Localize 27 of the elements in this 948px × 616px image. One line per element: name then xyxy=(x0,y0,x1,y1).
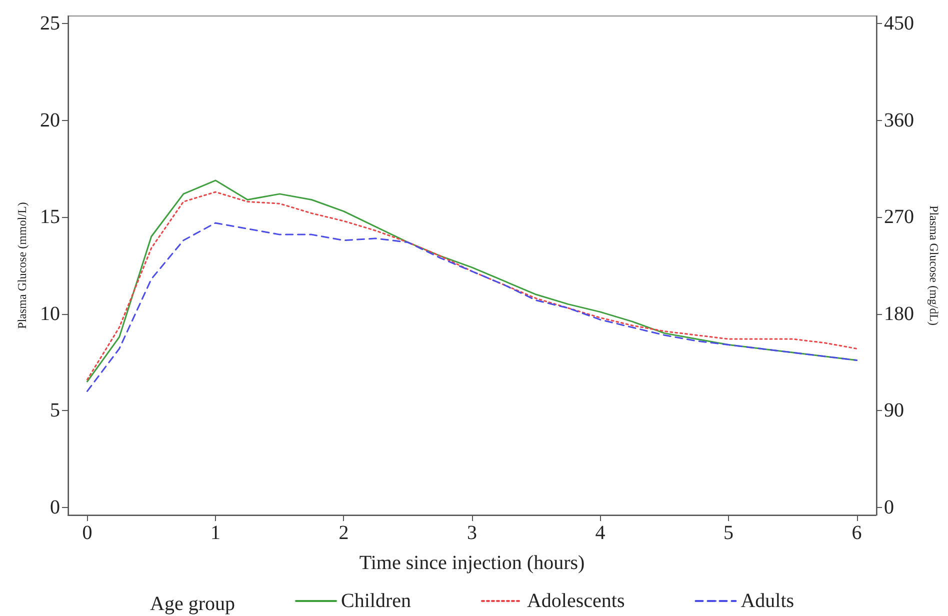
y-tick-label: 15 xyxy=(40,206,60,228)
y2-axis-title: Plasma Glucose (mg/dL) xyxy=(927,206,941,326)
y-axis-title: Plasma Glucose (mmol/L) xyxy=(15,202,29,329)
x-tick-label: 2 xyxy=(338,522,349,544)
y-tick-label: 20 xyxy=(40,109,60,132)
y2-tick-label: 450 xyxy=(884,12,914,35)
y-tick-label: 0 xyxy=(50,496,60,518)
y2-tick-label: 360 xyxy=(884,109,914,132)
x-tick-label: 0 xyxy=(82,522,92,544)
y-tick-label: 5 xyxy=(50,400,60,422)
legend-label: Adolescents xyxy=(526,590,625,612)
x-tick-label: 6 xyxy=(852,522,862,544)
y2-tick-label: 0 xyxy=(884,496,894,518)
x-axis-title: Time since injection (hours) xyxy=(359,552,585,574)
legend-label: Children xyxy=(341,590,411,612)
y2-tick-label: 90 xyxy=(884,400,904,422)
y2-tick-label: 180 xyxy=(884,302,914,325)
y-tick-label: 25 xyxy=(40,12,60,35)
legend-label: Adults xyxy=(740,590,794,612)
x-tick-label: 1 xyxy=(210,522,220,544)
line-series xyxy=(86,222,858,392)
x-tick-label: 5 xyxy=(724,522,734,544)
y-tick-label: 10 xyxy=(40,302,60,325)
x-tick-label: 4 xyxy=(595,522,606,544)
legend-title: Age group xyxy=(150,593,235,615)
y2-tick-label: 270 xyxy=(884,206,914,228)
x-tick-label: 3 xyxy=(467,522,477,544)
